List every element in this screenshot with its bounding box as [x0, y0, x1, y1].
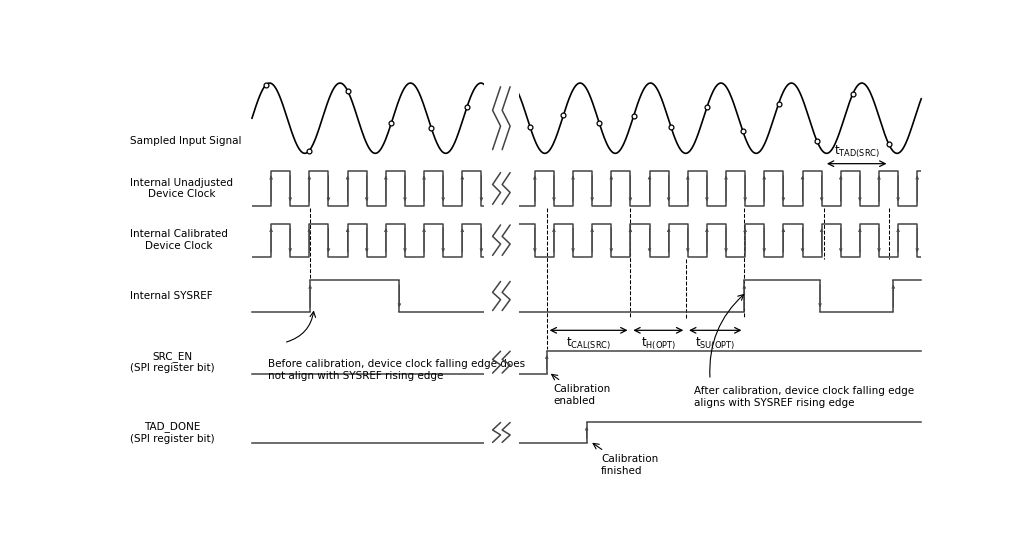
- Bar: [484, 77, 519, 159]
- Text: Sampled Input Signal: Sampled Input Signal: [131, 136, 242, 146]
- Text: After calibration, device clock falling edge
aligns with SYSREF rising edge: After calibration, device clock falling …: [694, 386, 914, 408]
- Text: Calibration
enabled: Calibration enabled: [553, 384, 611, 405]
- Text: t$_{\mathregular{TAD(SRC)}}$: t$_{\mathregular{TAD(SRC)}}$: [834, 144, 880, 161]
- Text: Internal Unadjusted
Device Clock: Internal Unadjusted Device Clock: [131, 178, 233, 199]
- Text: t$_{\mathregular{CAL(SRC)}}$: t$_{\mathregular{CAL(SRC)}}$: [566, 335, 611, 352]
- Text: SRC_EN
(SPI register bit): SRC_EN (SPI register bit): [131, 351, 215, 373]
- Bar: [484, 166, 519, 211]
- Text: t$_{\mathregular{SU(OPT)}}$: t$_{\mathregular{SU(OPT)}}$: [695, 335, 735, 352]
- Bar: [484, 275, 519, 316]
- Text: Before calibration, device clock falling edge does
not align with SYSREF rising : Before calibration, device clock falling…: [268, 359, 525, 381]
- Text: Calibration
finished: Calibration finished: [601, 454, 658, 476]
- Text: Internal SYSREF: Internal SYSREF: [131, 291, 213, 301]
- Text: TAD_DONE
(SPI register bit): TAD_DONE (SPI register bit): [131, 421, 215, 444]
- Bar: [484, 346, 519, 378]
- Text: Internal Calibrated
Device Clock: Internal Calibrated Device Clock: [131, 229, 228, 251]
- Bar: [484, 219, 519, 262]
- Bar: [484, 418, 519, 447]
- Text: t$_{\mathregular{H(OPT)}}$: t$_{\mathregular{H(OPT)}}$: [640, 335, 675, 352]
